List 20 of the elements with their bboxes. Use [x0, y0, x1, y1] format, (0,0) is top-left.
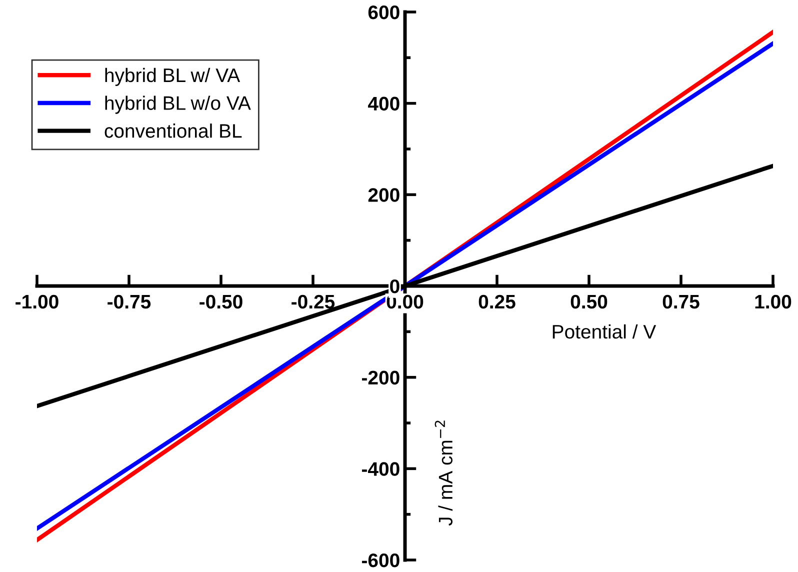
x-tick-label: -0.50: [200, 294, 242, 309]
y-tick-label: 200: [368, 188, 400, 202]
y-axis-title: J / mA cm$^{−2}$: [434, 420, 453, 526]
x-axis-title: Potential / V: [552, 324, 656, 339]
legend-label: hybrid BL w/ VA: [105, 68, 240, 86]
y-tick-label: -400: [362, 462, 400, 476]
x-tick-label: -0.75: [108, 294, 151, 309]
y-tick-label: 0: [390, 279, 400, 294]
x-tick-label: 0.75: [662, 294, 700, 309]
legend-label: conventional BL: [104, 124, 242, 138]
x-tick-label: -1.00: [16, 294, 58, 309]
x-tick-label: -0.25: [292, 294, 335, 309]
x-tick-label: 0.50: [570, 294, 608, 309]
legend-label: hybrid BL w/o VA: [105, 96, 251, 114]
y-tick-label: 600: [368, 5, 400, 20]
x-tick-label: 0.25: [478, 294, 516, 309]
y-tick-label: -200: [362, 370, 400, 385]
y-tick-label: 400: [368, 96, 400, 111]
y-tick-label: -600: [362, 553, 400, 568]
x-tick-label: 1.00: [755, 294, 792, 309]
